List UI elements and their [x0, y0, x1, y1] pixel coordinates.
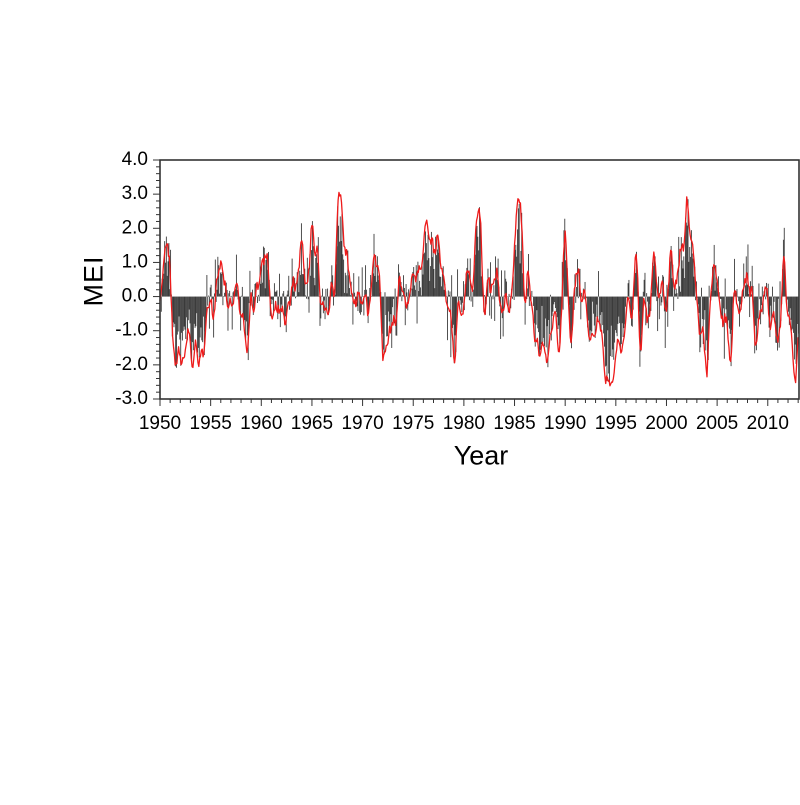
svg-text:1980: 1980 [443, 413, 485, 434]
svg-text:0.0: 0.0 [122, 286, 148, 307]
svg-text:1950: 1950 [139, 413, 181, 434]
svg-text:1990: 1990 [544, 413, 586, 434]
svg-text:1955: 1955 [190, 413, 232, 434]
svg-text:1975: 1975 [392, 413, 434, 434]
svg-text:-1.0: -1.0 [115, 320, 148, 341]
svg-text:1995: 1995 [595, 413, 637, 434]
svg-text:1960: 1960 [240, 413, 282, 434]
svg-text:-3.0: -3.0 [115, 388, 148, 409]
svg-text:1.0: 1.0 [122, 251, 148, 272]
svg-text:2.0: 2.0 [122, 217, 148, 238]
svg-text:1985: 1985 [493, 413, 535, 434]
svg-text:4.0: 4.0 [122, 149, 148, 170]
svg-text:2000: 2000 [645, 413, 687, 434]
svg-text:3.0: 3.0 [122, 183, 148, 204]
svg-text:1970: 1970 [341, 413, 383, 434]
svg-text:-2.0: -2.0 [115, 354, 148, 375]
svg-text:2010: 2010 [747, 413, 789, 434]
svg-text:2005: 2005 [696, 413, 738, 434]
svg-text:1965: 1965 [291, 413, 333, 434]
